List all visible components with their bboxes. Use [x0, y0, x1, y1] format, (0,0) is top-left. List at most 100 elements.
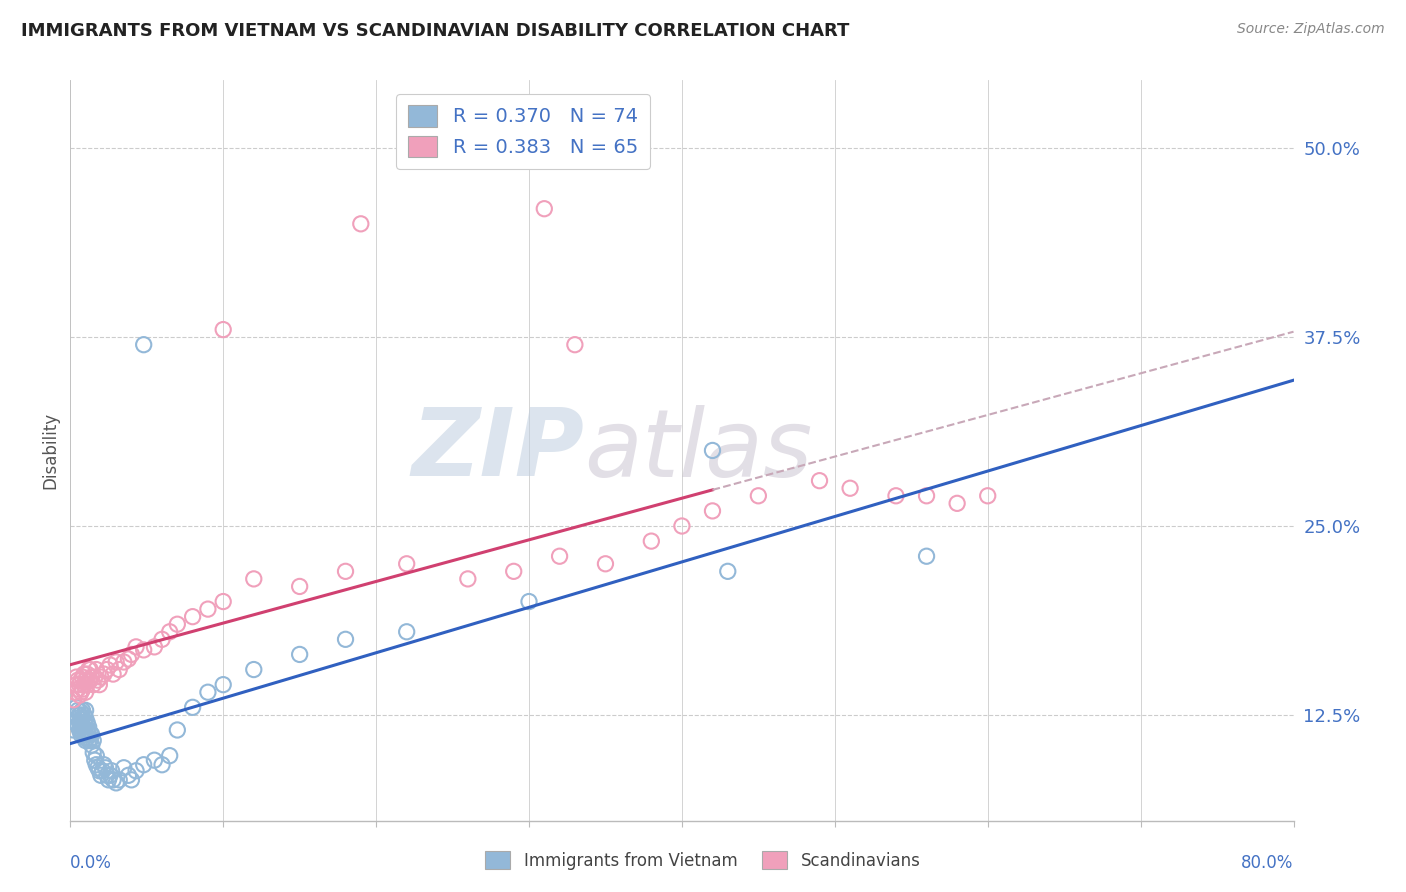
Point: [457, 572, 479, 586]
Point: [159, 748, 181, 763]
Point: [350, 217, 373, 231]
Point: [82, 746, 104, 760]
Point: [87, 761, 110, 775]
Point: [671, 519, 693, 533]
Point: [548, 549, 571, 564]
Point: [915, 489, 938, 503]
Point: [90, 768, 112, 782]
Point: [533, 202, 555, 216]
Point: [884, 489, 907, 503]
Point: [159, 624, 181, 639]
Point: [243, 663, 266, 677]
Point: [89, 764, 111, 778]
Point: [69, 707, 91, 722]
Point: [83, 753, 105, 767]
Point: [69, 715, 91, 730]
Point: [946, 496, 969, 510]
Point: [76, 723, 98, 737]
Point: [143, 640, 166, 654]
Point: [117, 768, 139, 782]
Point: [77, 727, 100, 741]
Y-axis label: Disability: Disability: [41, 412, 59, 489]
Point: [63, 685, 86, 699]
Point: [808, 474, 831, 488]
Point: [564, 337, 586, 351]
Point: [66, 673, 89, 687]
Point: [73, 667, 96, 681]
Point: [98, 768, 121, 782]
Point: [69, 688, 91, 702]
Point: [84, 748, 107, 763]
Point: [79, 673, 101, 687]
Point: [108, 663, 131, 677]
Point: [65, 707, 87, 722]
Point: [105, 655, 128, 669]
Point: [212, 594, 235, 608]
Point: [101, 772, 124, 787]
Point: [75, 726, 97, 740]
Point: [70, 713, 93, 727]
Point: [73, 723, 96, 737]
Point: [75, 673, 97, 687]
Point: [70, 727, 93, 741]
Point: [166, 617, 188, 632]
Point: [132, 337, 155, 351]
Point: [72, 718, 94, 732]
Point: [212, 322, 235, 336]
Point: [70, 685, 93, 699]
Point: [79, 663, 101, 677]
Point: [181, 609, 204, 624]
Point: [125, 640, 148, 654]
Point: [335, 632, 357, 647]
Legend: R = 0.370   N = 74, R = 0.383   N = 65: R = 0.370 N = 74, R = 0.383 N = 65: [396, 94, 650, 169]
Point: [72, 726, 94, 740]
Point: [702, 504, 724, 518]
Point: [62, 723, 84, 737]
Point: [91, 764, 114, 778]
Point: [98, 658, 121, 673]
Point: [143, 753, 166, 767]
Point: [75, 703, 97, 717]
Point: [117, 652, 139, 666]
Point: [63, 715, 86, 730]
Point: [70, 673, 93, 687]
Point: [70, 720, 93, 734]
Point: [65, 700, 87, 714]
Point: [93, 667, 115, 681]
Point: [75, 733, 97, 747]
Point: [112, 761, 135, 775]
Point: [105, 776, 128, 790]
Point: [150, 757, 173, 772]
Point: [77, 733, 100, 747]
Point: [717, 565, 740, 579]
Text: ZIP: ZIP: [411, 404, 583, 497]
Point: [73, 707, 96, 722]
Text: 80.0%: 80.0%: [1241, 854, 1294, 872]
Point: [82, 733, 104, 747]
Point: [502, 565, 524, 579]
Point: [101, 667, 124, 681]
Point: [73, 731, 96, 745]
Point: [197, 602, 219, 616]
Point: [84, 663, 107, 677]
Point: [595, 557, 617, 571]
Point: [640, 534, 662, 549]
Point: [288, 648, 311, 662]
Point: [76, 715, 98, 730]
Point: [212, 678, 235, 692]
Point: [93, 757, 115, 772]
Point: [89, 678, 111, 692]
Point: [976, 489, 998, 503]
Point: [100, 764, 122, 778]
Point: [79, 733, 101, 747]
Point: [82, 678, 104, 692]
Point: [72, 703, 94, 717]
Point: [132, 643, 155, 657]
Point: [69, 723, 91, 737]
Point: [125, 764, 148, 778]
Point: [77, 663, 100, 677]
Point: [66, 711, 89, 725]
Point: [288, 579, 311, 593]
Point: [112, 655, 135, 669]
Point: [72, 682, 94, 697]
